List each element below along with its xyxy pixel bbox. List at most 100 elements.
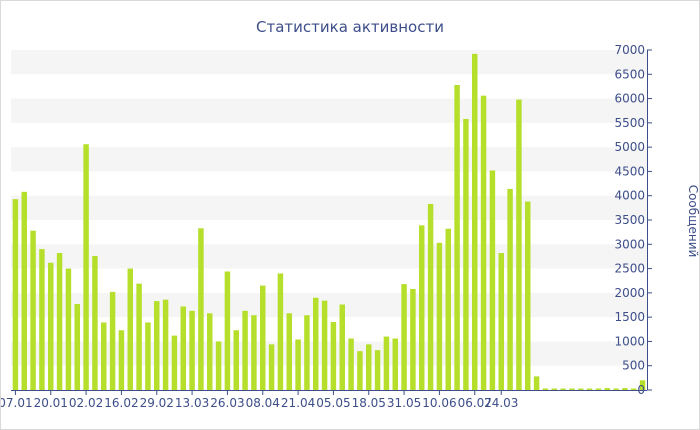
y-tick-label: 3000 — [614, 237, 645, 251]
bar — [427, 203, 434, 390]
bar — [268, 344, 275, 390]
bar — [242, 310, 248, 390]
bars-group — [12, 53, 646, 391]
bar — [92, 255, 98, 390]
x-tick-label: 18.05 — [352, 396, 386, 410]
x-tick-label: 05.05 — [316, 396, 350, 410]
y-axis-label: Сообщений — [686, 185, 699, 258]
x-tick-label: 21.04 — [281, 396, 315, 410]
bar — [339, 304, 345, 390]
bar — [631, 388, 637, 390]
x-tick-label: 31.05 — [387, 396, 421, 410]
bar — [207, 313, 213, 390]
x-tick-label: 29.02 — [140, 396, 174, 410]
bar — [171, 335, 178, 390]
bar — [277, 273, 284, 390]
bar — [410, 288, 416, 390]
bar — [224, 271, 231, 390]
bar — [313, 297, 319, 390]
bar — [180, 306, 186, 390]
x-axis: 07.01 20.01 02.02 16.02 29.02 13.03 26.03 08.04… — [1, 390, 647, 410]
grid-band — [11, 341, 647, 366]
grid-band — [11, 50, 647, 75]
bar — [154, 301, 160, 390]
x-tick-label: 20.01 — [34, 396, 68, 410]
bar — [109, 291, 116, 390]
y-axis: 0500100015002000250030003500400045005000… — [614, 43, 652, 397]
bar — [366, 344, 372, 390]
bar — [30, 230, 36, 390]
bar — [463, 118, 469, 390]
bar — [445, 228, 451, 390]
y-tick-label: 2000 — [614, 286, 645, 300]
bar — [586, 388, 593, 390]
bar — [118, 330, 125, 390]
bar — [472, 53, 478, 391]
bar — [215, 341, 222, 390]
bar — [136, 283, 142, 390]
bar — [48, 262, 54, 390]
grid-band — [11, 147, 647, 172]
y-tick-label: 1000 — [614, 334, 645, 348]
bar — [56, 253, 63, 390]
bar — [392, 338, 398, 390]
bar — [330, 322, 337, 390]
bar — [569, 388, 575, 390]
bar — [498, 253, 504, 390]
bar — [357, 351, 363, 390]
x-tick-label: 13.03 — [175, 396, 209, 410]
bar — [304, 315, 310, 390]
y-tick-label: 1500 — [614, 310, 645, 324]
y-tick-label: 500 — [622, 359, 645, 373]
x-tick-label: 16.02 — [104, 396, 138, 410]
bar — [251, 315, 257, 390]
bar — [551, 388, 557, 390]
bar — [233, 330, 239, 390]
y-tick-label: 5500 — [614, 116, 645, 130]
grid-band — [11, 244, 647, 269]
grid-band — [11, 195, 647, 220]
bar — [286, 313, 292, 390]
y-tick-label: 7000 — [614, 43, 645, 57]
bar — [525, 201, 531, 390]
bar — [560, 388, 566, 390]
bar — [595, 388, 602, 390]
x-tick-label: 08.04 — [246, 396, 280, 410]
x-tick-label: 10.06 — [422, 396, 456, 410]
bar — [198, 228, 204, 390]
bar — [613, 388, 619, 390]
grid-band — [11, 98, 647, 123]
bar — [516, 99, 522, 391]
bar — [374, 350, 381, 390]
x-tick-label: 24.03 — [484, 396, 518, 410]
bar — [348, 338, 354, 390]
bar — [260, 285, 266, 390]
y-tick-label: 5000 — [614, 140, 645, 154]
bar — [436, 242, 443, 390]
bar — [189, 310, 195, 390]
bar — [542, 388, 549, 390]
bar — [533, 376, 540, 390]
y-tick-label: 3500 — [614, 213, 645, 227]
bar — [101, 322, 107, 390]
bar — [12, 199, 19, 390]
bar — [489, 170, 496, 390]
bar — [401, 284, 407, 390]
x-tick-label: 02.02 — [69, 396, 103, 410]
grid-bands — [11, 50, 647, 366]
bar — [507, 188, 513, 390]
bar — [83, 144, 89, 390]
bar — [604, 388, 610, 390]
bar — [145, 322, 151, 390]
chart-title: Статистика активности — [256, 18, 444, 36]
bar — [454, 84, 460, 390]
x-tick-label: 26.03 — [210, 396, 244, 410]
bar — [21, 191, 27, 390]
y-tick-label: 4000 — [614, 189, 645, 203]
y-tick-label: 2500 — [614, 262, 645, 276]
bar — [39, 249, 45, 390]
y-tick-label: 6500 — [614, 67, 645, 81]
x-tick-label: 06.07 — [458, 396, 492, 410]
